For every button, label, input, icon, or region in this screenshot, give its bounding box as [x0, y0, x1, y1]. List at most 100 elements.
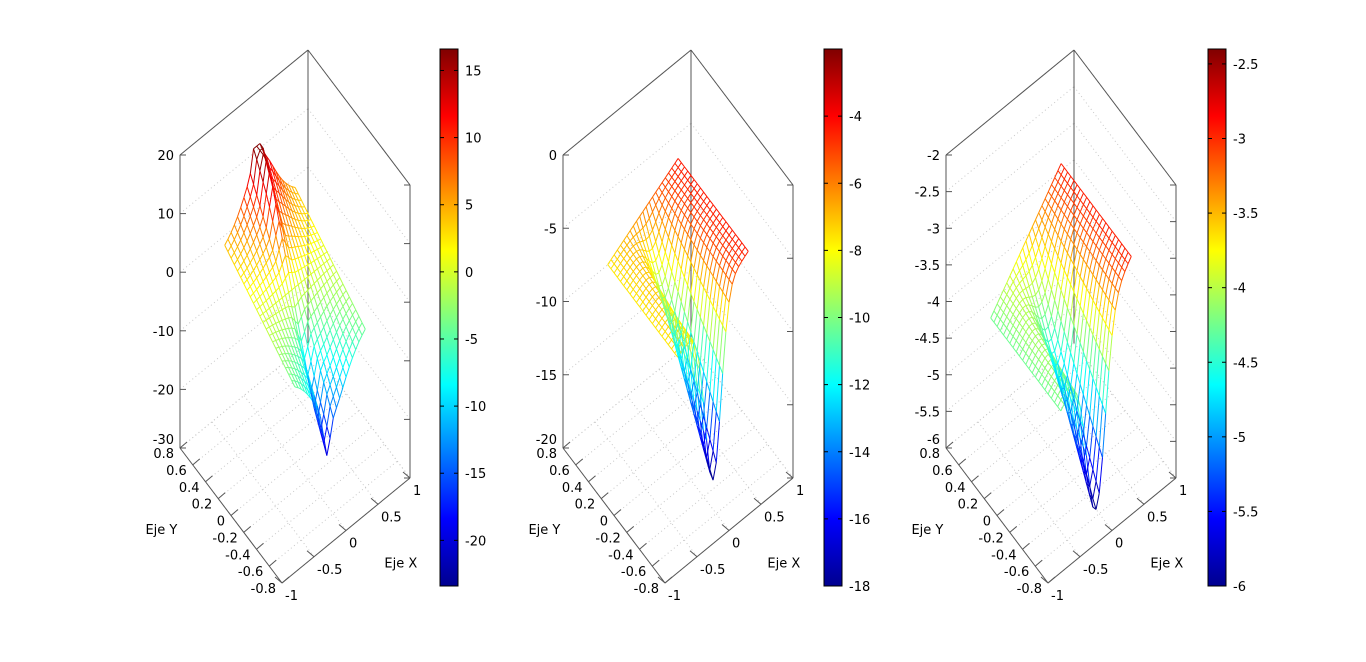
mesh-line	[314, 323, 317, 328]
x-tick-label: 0.5	[1147, 510, 1168, 525]
mesh-line	[662, 327, 665, 331]
mesh-line	[633, 271, 636, 275]
mesh-line	[630, 276, 633, 280]
mesh-line	[1071, 265, 1074, 285]
mesh-line	[269, 334, 272, 336]
mesh-line	[1026, 353, 1029, 357]
mesh-line	[253, 257, 256, 265]
mesh-line	[1019, 345, 1022, 349]
mesh-line	[295, 302, 298, 307]
mesh-line	[1058, 186, 1061, 193]
mesh-line	[720, 270, 723, 286]
mesh-line	[273, 303, 276, 306]
mesh-line	[652, 289, 655, 293]
mesh-line	[633, 226, 636, 234]
mesh-line	[343, 319, 346, 327]
mesh-line	[669, 177, 672, 182]
mesh-line	[726, 280, 729, 297]
mesh-line	[314, 242, 317, 249]
mesh-line	[1083, 288, 1086, 313]
mesh-line	[305, 293, 308, 304]
mesh-line	[327, 258, 330, 261]
mesh-line	[1055, 381, 1058, 385]
mesh-line	[697, 193, 700, 197]
mesh-line	[1083, 282, 1086, 288]
mesh-line	[646, 202, 649, 207]
mesh-line	[238, 254, 241, 260]
mesh-line	[266, 311, 269, 318]
mesh-line	[1029, 351, 1032, 358]
floor-grid-line	[972, 377, 1100, 482]
y-tick-label: 0.6	[549, 464, 570, 479]
mesh-line	[343, 306, 346, 313]
mesh-line	[1058, 340, 1061, 352]
mesh-line	[720, 252, 723, 256]
mesh-line	[1061, 164, 1064, 168]
mesh-line	[662, 276, 665, 285]
mesh-line	[1058, 281, 1061, 290]
mesh-line	[1026, 313, 1029, 318]
mesh-line	[1042, 220, 1045, 227]
mesh-line	[269, 294, 272, 297]
mesh-line	[292, 248, 295, 259]
mesh-line	[1020, 283, 1023, 290]
mesh-line	[346, 313, 349, 320]
mesh-line	[649, 248, 652, 251]
mesh-line	[321, 247, 324, 254]
colorbar	[1208, 49, 1226, 586]
mesh-line	[652, 319, 655, 324]
mesh-line	[321, 285, 324, 289]
mesh-line	[1055, 182, 1058, 189]
mesh-line	[266, 301, 269, 309]
mesh-line	[1048, 185, 1051, 192]
mesh-line	[732, 243, 735, 248]
mesh-line	[716, 261, 719, 266]
mesh-line	[269, 316, 272, 318]
mesh-line	[735, 253, 738, 257]
mesh-line	[289, 361, 292, 368]
mesh-line	[1087, 320, 1090, 327]
mesh-line	[700, 226, 703, 230]
mesh-line	[1013, 325, 1016, 329]
mesh-line	[241, 277, 244, 283]
mesh-line	[656, 187, 659, 192]
mesh-line	[330, 296, 333, 301]
mesh-line	[1055, 193, 1058, 200]
x-tick-label: 1	[796, 484, 804, 499]
mesh-line	[640, 242, 643, 250]
y-tick-label: 0.8	[919, 447, 940, 462]
mesh-line	[1058, 352, 1061, 364]
mesh-line	[678, 224, 681, 237]
mesh-line	[713, 223, 716, 227]
mesh-line	[263, 311, 266, 314]
mesh-line	[327, 261, 330, 268]
mesh-line	[1064, 190, 1067, 194]
mesh-line	[1093, 206, 1096, 210]
mesh-line	[697, 281, 700, 309]
z-tick-label: -3	[927, 222, 940, 237]
mesh-line	[333, 292, 336, 296]
mesh-line	[343, 284, 346, 290]
mesh-line	[656, 261, 659, 273]
mesh-line	[250, 282, 253, 286]
mesh-line	[1093, 280, 1096, 300]
mesh-line	[269, 325, 272, 327]
mesh-line	[250, 275, 253, 282]
mesh-line	[694, 301, 697, 309]
mesh-line	[646, 218, 649, 223]
mesh-line	[640, 284, 643, 289]
mesh-line	[707, 271, 710, 294]
mesh-line	[736, 239, 739, 244]
mesh-line	[1035, 345, 1038, 349]
mesh-line	[659, 213, 662, 221]
mesh-line	[1023, 338, 1026, 342]
mesh-line	[257, 235, 260, 244]
mesh-line	[273, 204, 276, 221]
mesh-line	[1032, 331, 1035, 336]
x-tick	[1073, 551, 1080, 557]
mesh-line	[716, 366, 719, 412]
mesh-line	[1071, 363, 1074, 387]
colorbar-tick-label: -12	[849, 379, 870, 394]
mesh-line	[662, 323, 665, 328]
mesh-line	[652, 261, 655, 263]
